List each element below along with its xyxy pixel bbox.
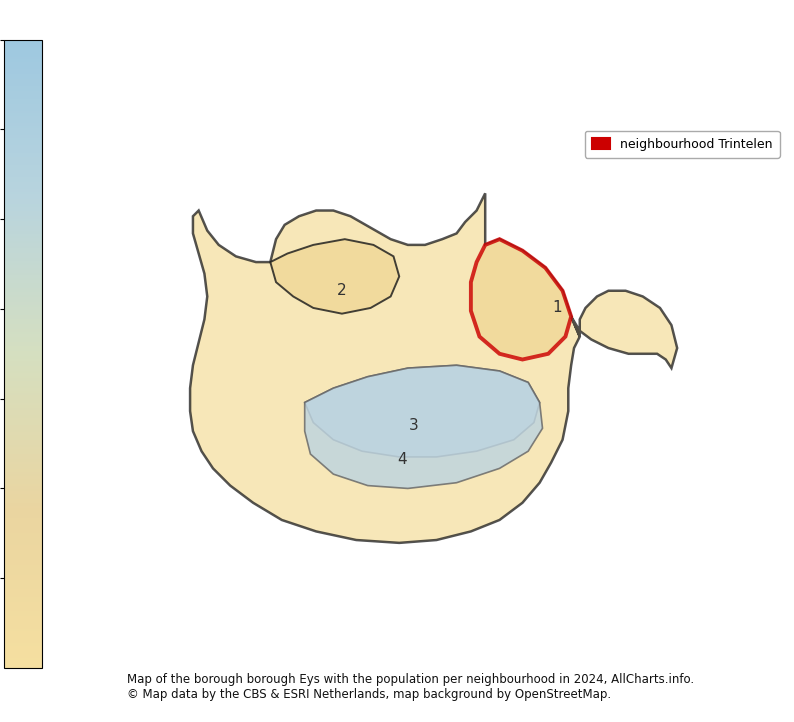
Polygon shape <box>471 239 571 360</box>
Polygon shape <box>305 365 542 489</box>
Polygon shape <box>305 365 540 457</box>
Text: 4: 4 <box>397 452 407 467</box>
Text: Map of the borough borough Eys with the population per neighbourhood in 2024, Al: Map of the borough borough Eys with the … <box>127 673 694 701</box>
Text: 2: 2 <box>337 283 347 298</box>
Polygon shape <box>190 193 677 543</box>
Text: 1: 1 <box>552 300 561 316</box>
Legend: neighbourhood Trintelen: neighbourhood Trintelen <box>585 131 780 157</box>
Text: 3: 3 <box>409 418 418 433</box>
Polygon shape <box>270 239 399 313</box>
